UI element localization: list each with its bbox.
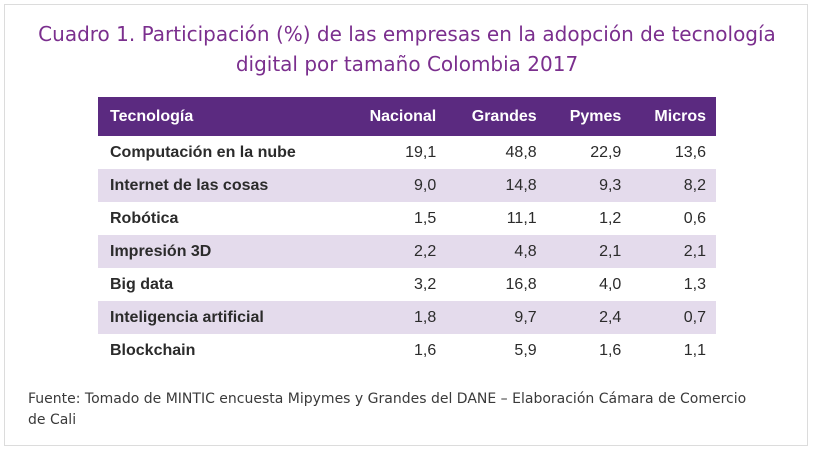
cell-pymes: 1,6 — [546, 334, 632, 367]
cell-micros: 13,6 — [631, 136, 716, 169]
header-nacional: Nacional — [343, 97, 447, 136]
cell-pymes: 2,4 — [546, 301, 632, 334]
cell-pymes: 1,2 — [546, 202, 632, 235]
cell-grandes: 48,8 — [446, 136, 547, 169]
cell-technology: Computación en la nube — [98, 136, 344, 169]
header-pymes: Pymes — [546, 97, 632, 136]
cell-technology: Robótica — [98, 202, 344, 235]
source-note: Fuente: Tomado de MINTIC encuesta Mipyme… — [28, 391, 747, 428]
table-row: Computación en la nube 19,1 48,8 22,9 13… — [98, 136, 716, 169]
cell-nacional: 1,8 — [343, 301, 447, 334]
cell-technology: Impresión 3D — [98, 235, 344, 268]
cell-technology: Internet de las cosas — [98, 169, 344, 202]
cell-technology: Inteligencia artificial — [98, 301, 344, 334]
cell-grandes: 4,8 — [446, 235, 547, 268]
cell-nacional: 3,2 — [343, 268, 447, 301]
document-frame: Cuadro 1. Participación (%) de las empre… — [4, 4, 808, 446]
header-tecnologia: Tecnología — [98, 97, 344, 136]
cell-micros: 1,1 — [631, 334, 716, 367]
cell-pymes: 2,1 — [546, 235, 632, 268]
cell-nacional: 1,6 — [343, 334, 447, 367]
technology-adoption-table: Tecnología Nacional Grandes Pymes Micros… — [98, 97, 716, 367]
cell-nacional: 19,1 — [343, 136, 447, 169]
cell-nacional: 1,5 — [343, 202, 447, 235]
cell-micros: 8,2 — [631, 169, 716, 202]
header-grandes: Grandes — [446, 97, 547, 136]
cell-technology: Big data — [98, 268, 344, 301]
cell-nacional: 9,0 — [343, 169, 447, 202]
table-title-line-1: Cuadro 1. Participación (%) de las empre… — [38, 22, 776, 46]
cell-technology: Blockchain — [98, 334, 344, 367]
table-title: Cuadro 1. Participación (%) de las empre… — [5, 19, 809, 79]
table-row: Inteligencia artificial 1,8 9,7 2,4 0,7 — [98, 301, 716, 334]
table-row: Big data 3,2 16,8 4,0 1,3 — [98, 268, 716, 301]
cell-micros: 0,6 — [631, 202, 716, 235]
cell-micros: 1,3 — [631, 268, 716, 301]
cell-micros: 0,7 — [631, 301, 716, 334]
table-title-line-2: digital por tamaño Colombia 2017 — [235, 52, 579, 76]
cell-pymes: 9,3 — [546, 169, 632, 202]
cell-micros: 2,1 — [631, 235, 716, 268]
table-row: Blockchain 1,6 5,9 1,6 1,1 — [98, 334, 716, 367]
cell-grandes: 16,8 — [446, 268, 547, 301]
cell-grandes: 14,8 — [446, 169, 547, 202]
table-row: Robótica 1,5 11,1 1,2 0,6 — [98, 202, 716, 235]
table-header-row: Tecnología Nacional Grandes Pymes Micros — [98, 97, 716, 136]
cell-nacional: 2,2 — [343, 235, 447, 268]
cell-pymes: 4,0 — [546, 268, 632, 301]
table-row: Internet de las cosas 9,0 14,8 9,3 8,2 — [98, 169, 716, 202]
table-row: Impresión 3D 2,2 4,8 2,1 2,1 — [98, 235, 716, 268]
cell-grandes: 9,7 — [446, 301, 547, 334]
cell-grandes: 11,1 — [446, 202, 547, 235]
cell-grandes: 5,9 — [446, 334, 547, 367]
header-micros: Micros — [631, 97, 716, 136]
cell-pymes: 22,9 — [546, 136, 632, 169]
